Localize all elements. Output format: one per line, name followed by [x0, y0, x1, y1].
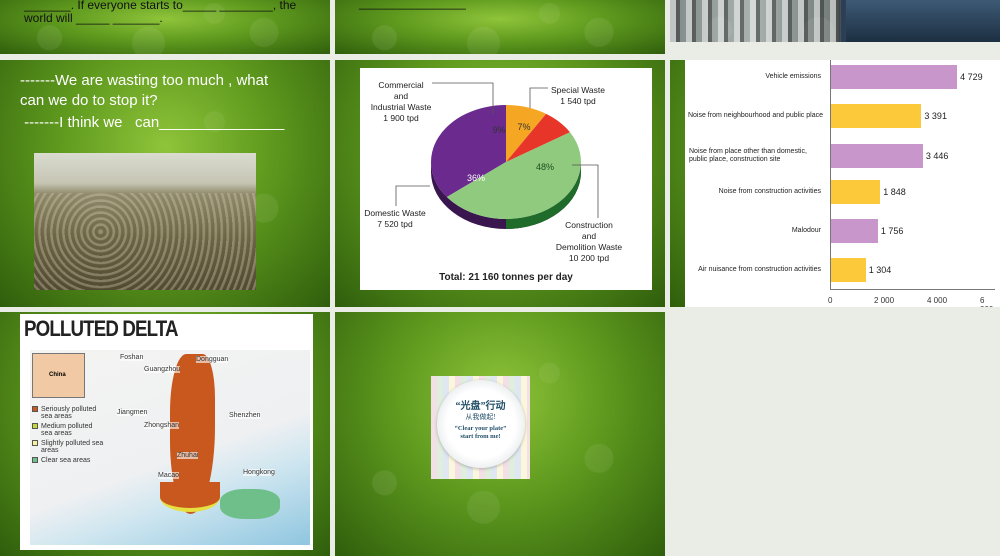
slide-text: _______. If everyone starts to_____ ____…: [24, 0, 297, 12]
bar: [831, 144, 923, 168]
legend-item: Seriously polluted sea areas: [32, 406, 104, 420]
pie-slice: [431, 105, 506, 198]
slide-thumbnail-7[interactable]: POLLUTED DELTA China Seriously polluted …: [0, 312, 330, 556]
pie-label: Commercial: [378, 80, 423, 90]
traffic-photo: [670, 0, 842, 42]
china-inset: China: [32, 353, 85, 398]
slide-thumbnail-2[interactable]: ________________: [335, 0, 665, 54]
slide-text: ________________: [359, 0, 466, 10]
bar: [831, 258, 866, 282]
pie-label: 10 200 tpd: [569, 253, 609, 263]
bar-value-label: 3 391: [924, 111, 947, 121]
slide-text: -------I think we can_______________: [20, 114, 285, 131]
slide-text: -------We are wasting too much , what: [20, 72, 269, 89]
slide-text: world will _____ _______.: [24, 11, 163, 25]
slide-thumbnail-8[interactable]: “光盘”行动 从我做起! “Clear your plate” start fr…: [335, 312, 665, 556]
x-tick: 2 000: [874, 296, 895, 305]
pie-label: 1 540 tpd: [560, 96, 596, 106]
slide-thumbnail-4[interactable]: -------We are wasting too much , what ca…: [0, 60, 330, 307]
bar: [831, 219, 878, 243]
map-city-label: Zhongshan: [144, 422, 180, 429]
pie-label: 7 520 tpd: [377, 219, 413, 229]
x-tick: 0: [828, 296, 833, 305]
plate-text: “Clear your plate”: [454, 425, 507, 432]
pie-side: [506, 162, 581, 229]
bar-value-label: 1 756: [880, 226, 904, 236]
legend-item: Medium polluted sea areas: [32, 423, 104, 437]
bar-value-label: 3 446: [925, 151, 949, 161]
bar-value-label: 4 729: [960, 72, 983, 82]
pie-total: Total: 21 160 tonnes per day: [439, 272, 573, 283]
bar-category-label: Noise from neighbourhood and public plac…: [687, 112, 823, 119]
plate-text: “光盘”行动: [455, 401, 506, 412]
bar: [831, 104, 922, 128]
bar: [831, 180, 881, 204]
map-city-label: Hongkong: [243, 469, 275, 476]
bar-category-label: Noise from place other than domestic, pub…: [689, 148, 807, 163]
pie-slice: [506, 113, 570, 162]
pollution-photo: [846, 0, 1000, 42]
map-city-label: Shenzhen: [229, 412, 261, 419]
legend-item: Slightly polluted sea areas: [32, 440, 104, 454]
clear-your-plate-image: “光盘”行动 从我做起! “Clear your plate” start fr…: [431, 376, 530, 479]
map-city-label: Macao: [158, 472, 180, 479]
pie-percent: 9%: [492, 125, 505, 135]
slide-thumbnail-3[interactable]: [670, 0, 1000, 42]
bar-category-label: Noise from construction activities: [718, 188, 821, 195]
plate-text: 从我做起!: [465, 413, 496, 421]
plate-text: start from me!: [460, 433, 501, 440]
pie-label: 1 900 tpd: [383, 113, 419, 123]
bar-value-label: 1 848: [883, 187, 906, 197]
pie-slice: [446, 132, 581, 219]
pie-label: Domestic Waste: [364, 208, 426, 218]
x-tick: 4 000: [927, 296, 948, 305]
bar-category-label: Malodour: [791, 227, 821, 234]
pie-percent: 7%: [517, 122, 530, 132]
pie-chart: Commercial and Industrial Waste 1 900 tp…: [360, 68, 652, 290]
bar: [831, 65, 958, 89]
bar-value-label: 1 304: [868, 265, 892, 275]
slide-thumbnail-6[interactable]: 4 729 Vehicle emissions 3 391 Noise from ne…: [670, 60, 1000, 307]
pie-slice: [506, 105, 547, 162]
map-city-label: Guangzhou: [144, 366, 181, 373]
bar-category-label: Air nuisance from construction activitie…: [698, 266, 821, 273]
pie-label: Demolition Waste: [556, 242, 623, 252]
map-title: POLLUTED DELTA: [24, 316, 178, 341]
slide-thumbnail-1[interactable]: _______. If everyone starts to_____ ____…: [0, 0, 330, 54]
pie-label: Industrial Waste: [371, 102, 432, 112]
legend-item: Clear sea areas: [32, 457, 104, 464]
pie-percent: 36%: [467, 173, 485, 183]
landfill-photo: [34, 153, 256, 290]
map-city-label: Zhuhai: [177, 452, 199, 459]
x-tick: 6 000: [980, 296, 993, 307]
bar-category-label: Vehicle emissions: [765, 73, 821, 80]
pie-label: Construction: [565, 220, 613, 230]
pie-label: and: [394, 91, 408, 101]
map-city-label: Dongguan: [196, 356, 229, 363]
pie-label: and: [582, 231, 596, 241]
polluted-delta-map: POLLUTED DELTA China Seriously polluted …: [20, 314, 313, 550]
bar-chart: 4 729 Vehicle emissions 3 391 Noise from ne…: [685, 60, 1000, 307]
map-city-label: Jiangmen: [117, 409, 148, 416]
pie-label: Special Waste: [551, 85, 605, 95]
pie-percent: 48%: [536, 162, 554, 172]
slide-thumbnail-5[interactable]: Commercial and Industrial Waste 1 900 tp…: [335, 60, 665, 307]
slide-text: can we do to stop it?: [20, 92, 158, 109]
map-city-label: Foshan: [120, 354, 144, 361]
